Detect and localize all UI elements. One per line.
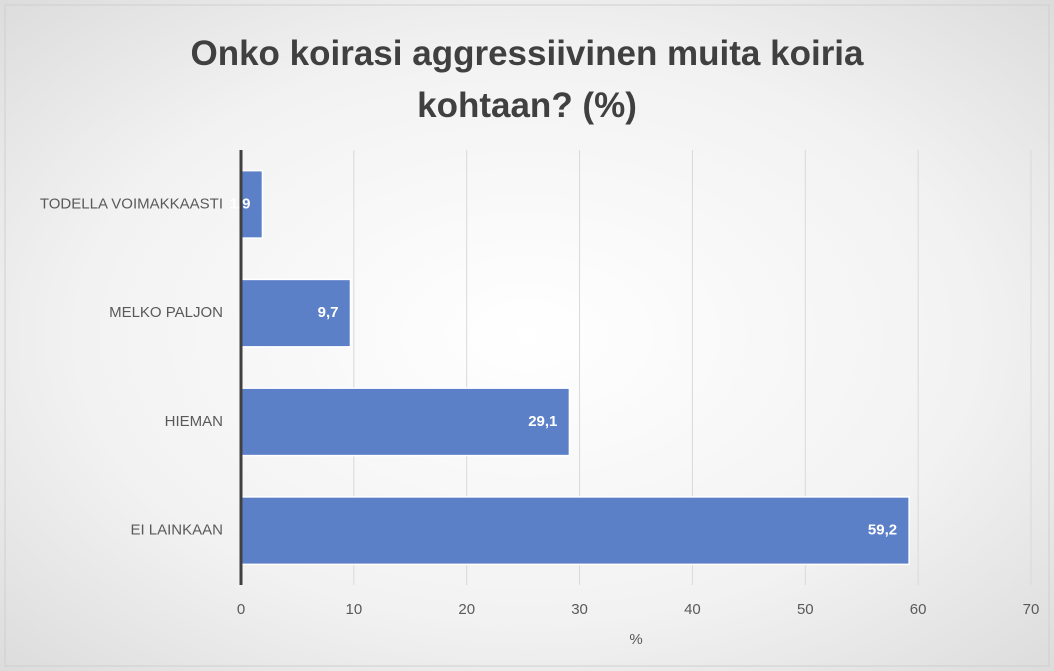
value-label: 9,7 — [318, 304, 339, 321]
y-tick-label: MELKO PALJON — [109, 304, 223, 321]
bar — [240, 496, 910, 566]
x-tick-label: 0 — [237, 601, 245, 618]
x-axis-label: % — [629, 631, 642, 648]
bar — [240, 387, 571, 457]
x-tick-label: 10 — [346, 601, 363, 618]
value-label: 59,2 — [868, 522, 897, 539]
value-label: 29,1 — [528, 413, 557, 430]
y-tick-label: TODELLA VOIMAKKAASTI — [40, 195, 223, 212]
x-tick-label: 60 — [910, 601, 927, 618]
y-tick-label: HIEMAN — [165, 413, 223, 430]
chart-border — [4, 4, 1050, 667]
bar — [240, 278, 352, 348]
x-tick-label: 50 — [797, 601, 814, 618]
x-tick-label: 20 — [458, 601, 475, 618]
x-tick-label: 30 — [571, 601, 588, 618]
x-tick-label: 70 — [1023, 601, 1040, 618]
y-tick-label: EI LAINKAAN — [130, 522, 223, 539]
x-tick-label: 40 — [684, 601, 701, 618]
chart-title: Onko koirasi aggressiivinen muita koiria… — [190, 34, 864, 125]
